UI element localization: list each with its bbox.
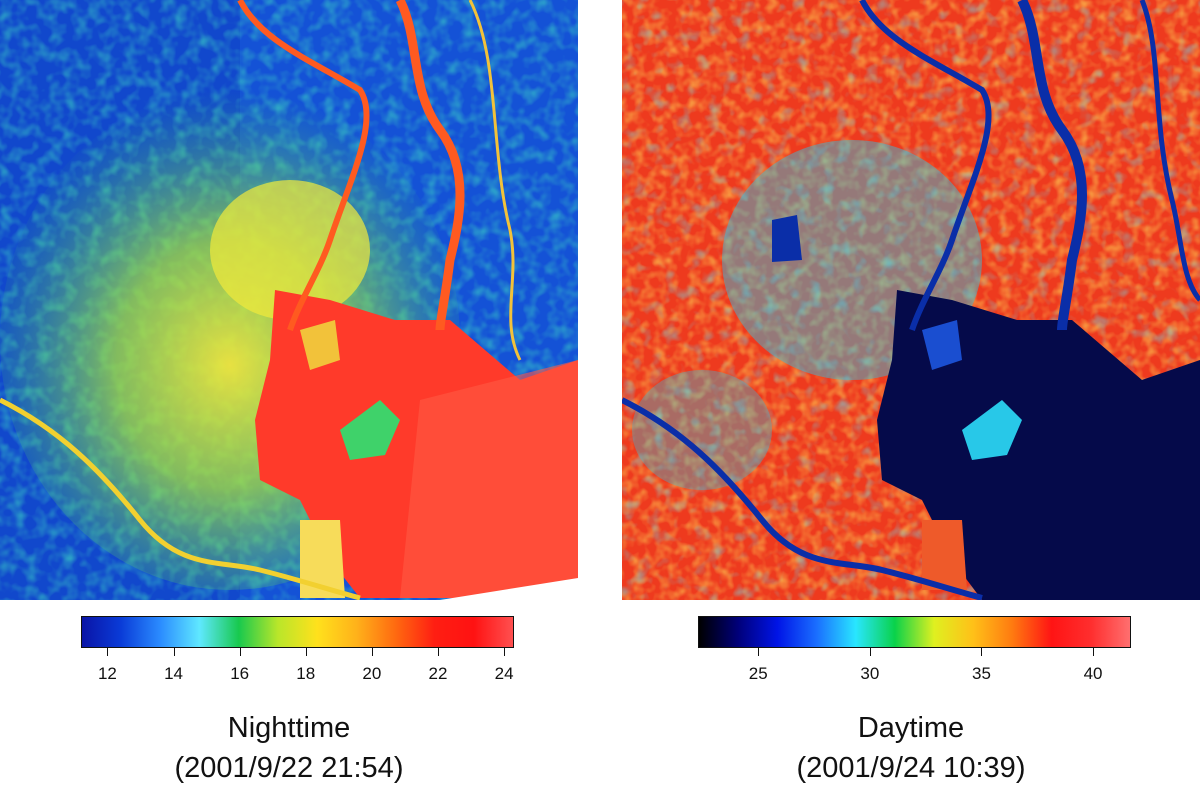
day-tick-label: 35 [971,664,991,683]
nighttime-subtitle: (2001/9/22 21:54) [174,752,404,784]
night-tick-mark [173,648,175,656]
day-tick-mark [981,648,983,656]
daytime-colorbar-ticks: 25 30 35 40 [698,648,1131,688]
nighttime-thermal-map [0,0,578,600]
day-tick-label: 40 [1083,664,1103,683]
day-tick-mark [758,648,760,656]
night-tick-mark [107,648,109,656]
daytime-title: Daytime [857,712,965,744]
night-tick-label: 22 [428,664,448,683]
night-tick-mark [371,648,373,656]
night-tick-label: 16 [230,664,250,683]
nighttime-title: Nighttime [227,712,351,744]
nighttime-colorbar [81,616,514,648]
night-tick-mark [504,648,506,656]
night-tick-label: 12 [97,664,117,683]
night-tick-label: 24 [494,664,514,683]
nighttime-colorbar-ticks: 12 14 16 18 20 22 24 [81,648,514,688]
daytime-colorbar [698,616,1131,648]
day-tick-label: 25 [748,664,768,683]
day-tick-mark [869,648,871,656]
night-tick-label: 14 [164,664,184,683]
night-tick-mark [437,648,439,656]
night-tick-mark [305,648,307,656]
night-tick-label: 20 [362,664,382,683]
daytime-thermal-map [622,0,1200,600]
night-tick-mark [239,648,241,656]
night-tick-label: 18 [296,664,316,683]
day-tick-mark [1093,648,1095,656]
daytime-subtitle: (2001/9/24 10:39) [796,752,1026,784]
day-tick-label: 30 [860,664,880,683]
